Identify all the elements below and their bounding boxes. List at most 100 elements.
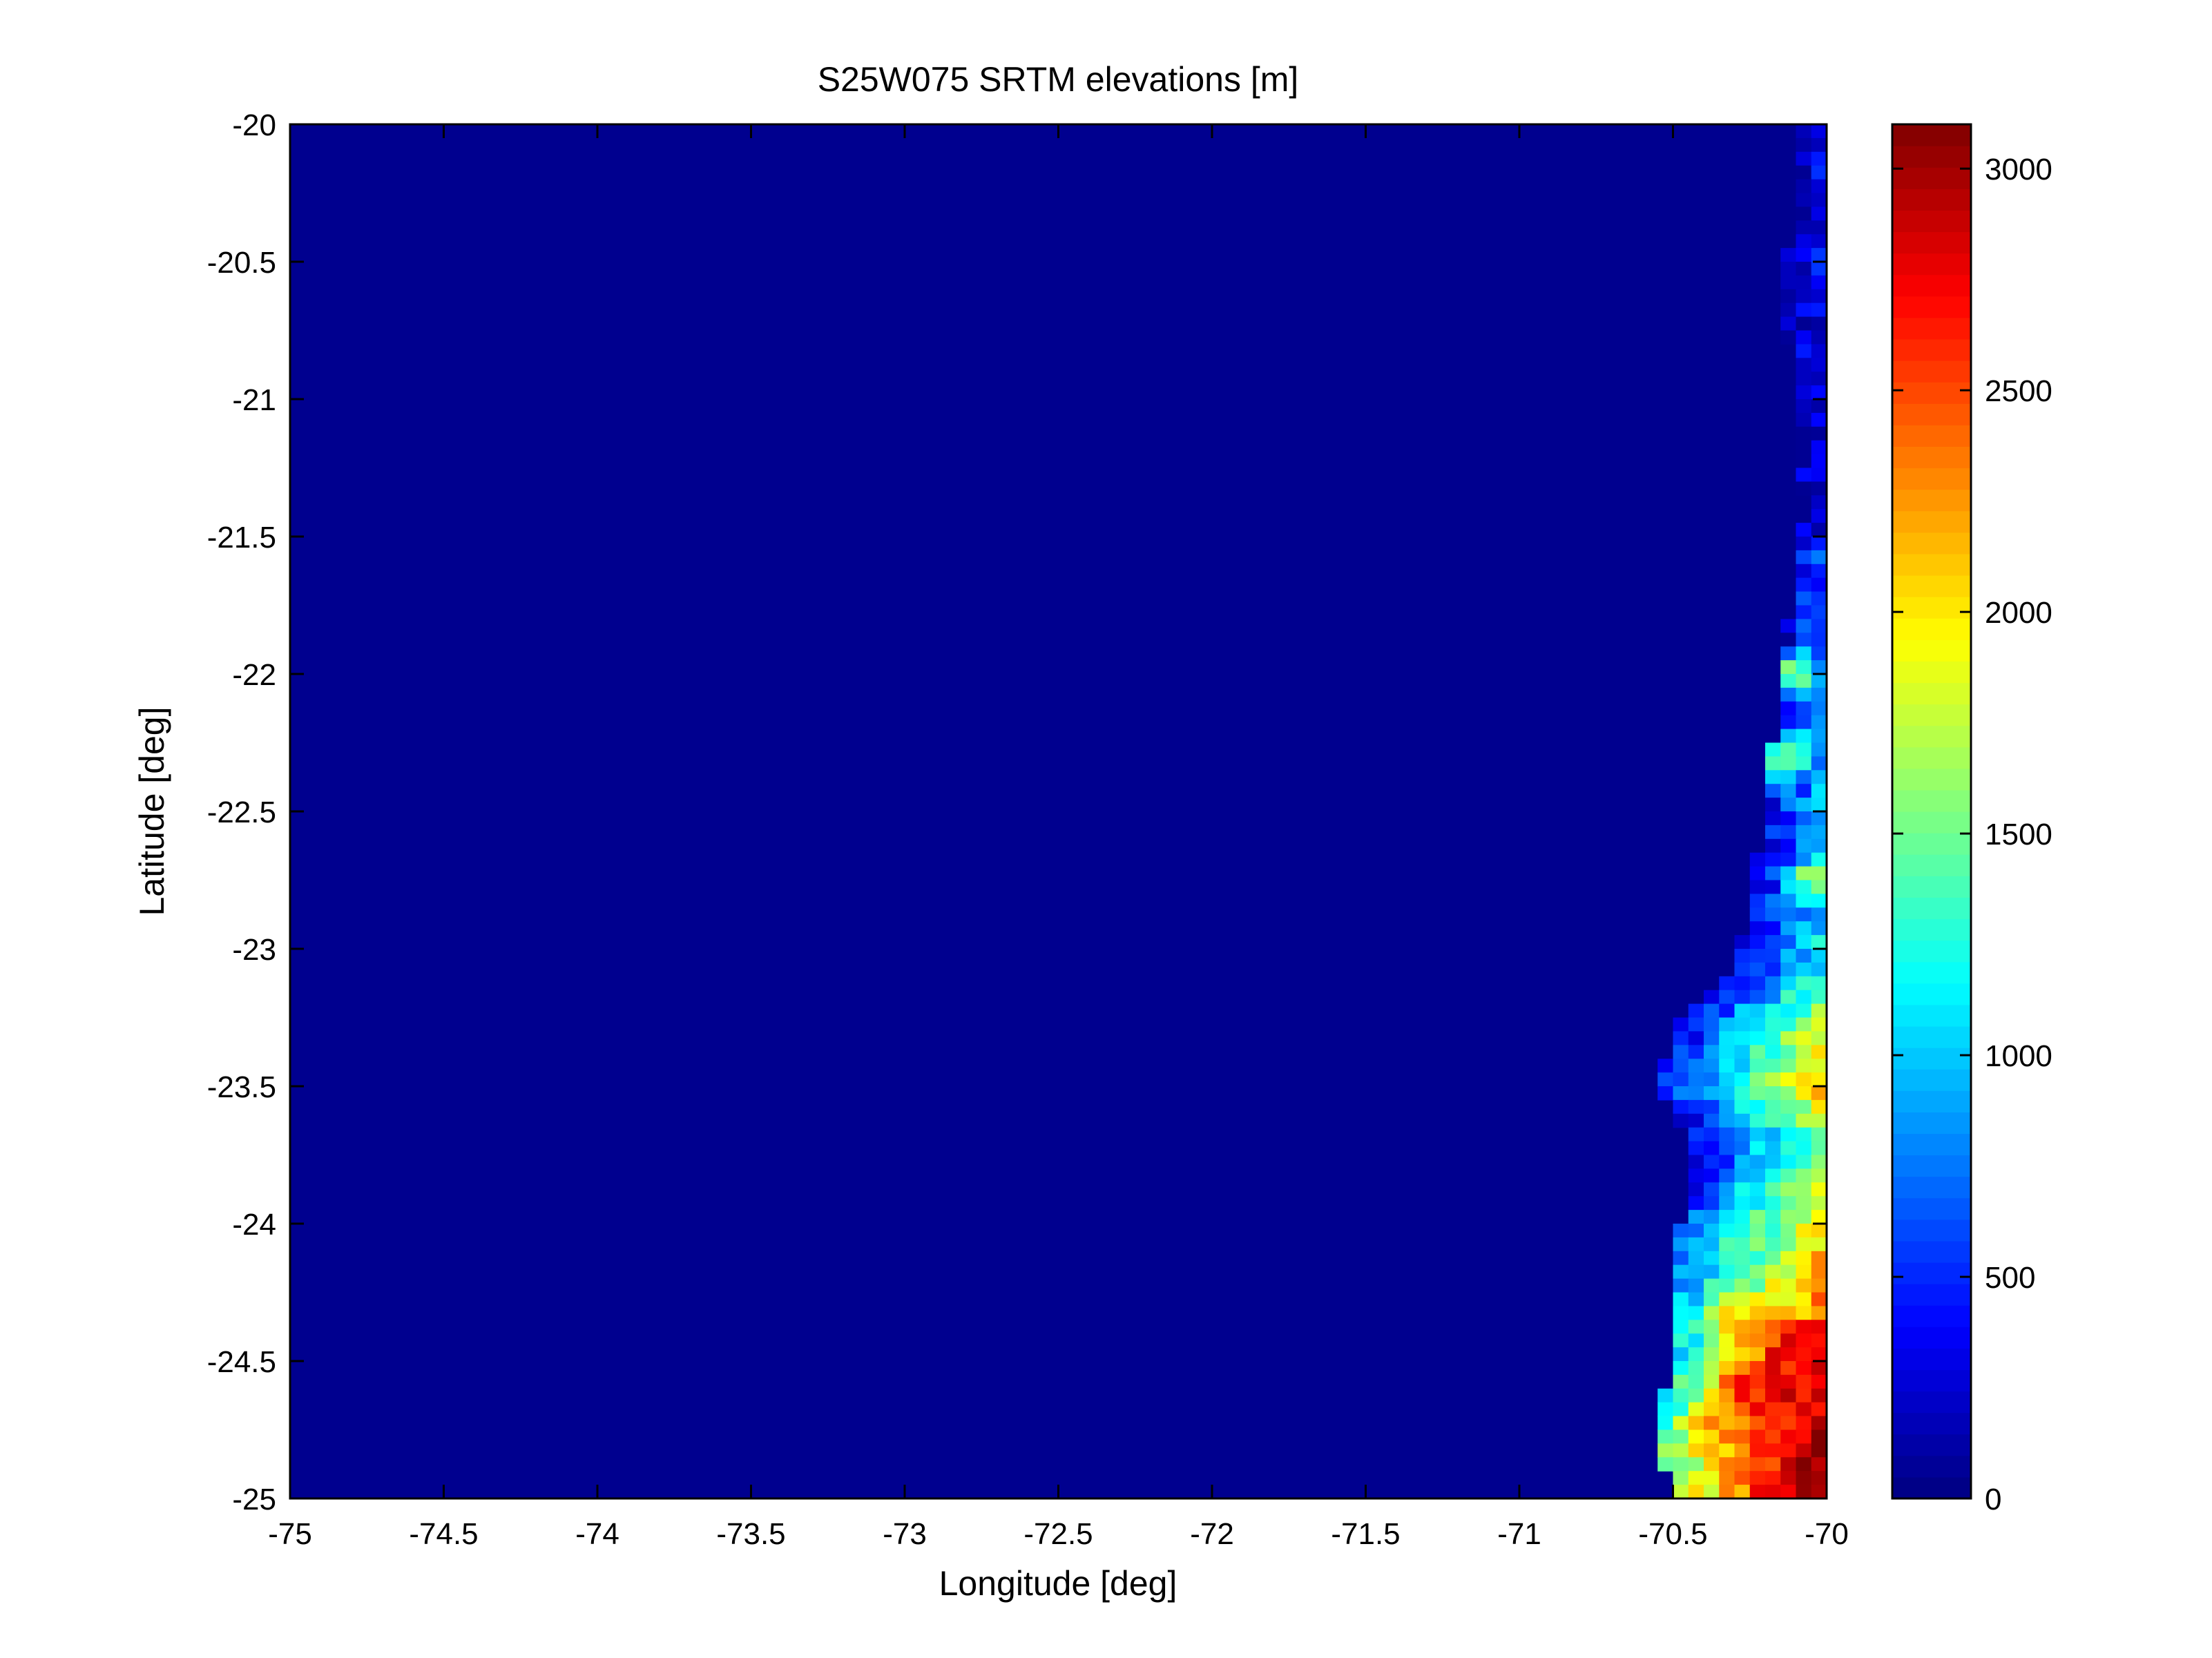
heatmap-cell [1765,1251,1781,1266]
heatmap-cell [1704,1086,1720,1101]
heatmap-cell [1749,1196,1766,1211]
heatmap-cell [1780,1278,1797,1293]
heatmap-cell [1796,330,1812,345]
heatmap-cell [1749,1059,1766,1073]
heatmap-cell [1734,1361,1751,1376]
heatmap-cell [1811,495,1827,510]
heatmap-cell [1780,1031,1797,1045]
heatmap-cell [1811,302,1827,318]
heatmap-cell [1719,1320,1735,1334]
y-tick-label: -24.5 [207,1345,276,1379]
heatmap-cell [1811,262,1827,276]
heatmap-cell [1704,1429,1720,1444]
y-axis-ticks: -20 -20.5 -21 -21.5 -22 -22.5 -23 -23.5 -24 -24.5… [207,108,1827,1516]
heatmap-cell [1780,1306,1797,1320]
heatmap-cell [1811,633,1827,647]
heatmap-cell [1796,729,1812,744]
heatmap-cell [1796,1402,1812,1417]
heatmap-cell [1811,1099,1827,1115]
heatmap-cell [1796,426,1812,441]
heatmap-cell [1673,1471,1689,1485]
heatmap-cell [1765,1003,1781,1019]
x-tick-label: -72.5 [1023,1517,1093,1551]
heatmap-cell [1734,1471,1751,1485]
heatmap-cell [1719,1292,1735,1307]
heatmap-cell [1749,1168,1766,1183]
colorbar-band [1892,210,1971,233]
heatmap-cell [1780,1471,1797,1485]
heatmap-cell [1719,1471,1735,1485]
heatmap-cell [1811,784,1827,798]
heatmap-cell [1657,1443,1674,1458]
heatmap-cell [1734,1003,1751,1019]
heatmap-cell [1796,193,1812,207]
heatmap-cell [1688,1402,1704,1417]
heatmap-cell [1749,1237,1766,1252]
heatmap-cell [1796,687,1812,702]
heatmap-cell [1811,137,1827,153]
x-tick-label: -73 [883,1517,927,1551]
heatmap-cell [1796,1429,1812,1444]
colorbar-band [1892,811,1971,833]
heatmap-cell [1796,124,1812,139]
heatmap-cell [1734,1224,1751,1238]
heatmap-cell [1780,798,1797,812]
heatmap-cell [1796,537,1812,551]
colorbar-band [1892,1284,1971,1306]
colorbar-band [1892,1155,1971,1177]
heatmap-cell [1796,1031,1812,1045]
heatmap-cell [1811,193,1827,207]
heatmap-cell [1780,715,1797,730]
heatmap-cell [1734,1457,1751,1472]
heatmap-cell [1780,289,1797,304]
heatmap-cell [1719,1333,1735,1348]
heatmap-cell [1765,1292,1781,1307]
colorbar-band [1892,1069,1971,1091]
colorbar-band [1892,1176,1971,1199]
heatmap-cell [1796,756,1812,771]
colorbar-band [1892,146,1971,168]
heatmap-cell [1657,1416,1674,1431]
colorbar-band [1892,725,1971,748]
heatmap-cell [1796,1416,1812,1431]
heatmap-cell [1704,1141,1720,1156]
heatmap-cell [1811,1059,1827,1073]
heatmap-cell [1780,1374,1797,1389]
colorbar-band [1892,704,1971,726]
x-tick-label: -75 [268,1517,312,1551]
heatmap-cell [1796,1485,1812,1499]
heatmap-cell [1765,1306,1781,1320]
heatmap-cell [1734,1127,1751,1142]
heatmap-cell [1796,1224,1812,1238]
heatmap-cell [1673,1278,1689,1293]
colorbar-band [1892,789,1971,812]
heatmap-cell [1673,1347,1689,1362]
y-tick-label: -23.5 [207,1070,276,1104]
heatmap-cell [1811,275,1827,290]
heatmap-cell [1673,1443,1689,1458]
heatmap-cell [1780,1361,1797,1376]
colorbar-band [1892,1327,1971,1349]
colorbar-band [1892,231,1971,254]
heatmap-cell [1688,1210,1704,1224]
colorbar-band [1892,1004,1971,1027]
heatmap-cell [1704,1168,1720,1183]
heatmap-cell [1811,412,1827,427]
heatmap-cell [1734,1278,1751,1293]
heatmap-cell [1780,784,1797,798]
heatmap-cell [1811,1224,1827,1238]
heatmap-cell [1811,1264,1827,1280]
heatmap-cell [1704,1003,1720,1019]
heatmap-cell [1780,674,1797,688]
heatmap-cell [1780,838,1797,854]
heatmap-cell [1811,1416,1827,1431]
heatmap-cell [1734,1155,1751,1169]
heatmap-cell [1704,1113,1720,1128]
heatmap-cell [1796,880,1812,894]
heatmap-cell [1780,660,1797,675]
heatmap-cell [1811,426,1827,441]
heatmap-cell [1688,1045,1704,1059]
heatmap-cell [1734,1237,1751,1252]
heatmap-cell [1765,1264,1781,1280]
heatmap-cell [1780,1141,1797,1156]
